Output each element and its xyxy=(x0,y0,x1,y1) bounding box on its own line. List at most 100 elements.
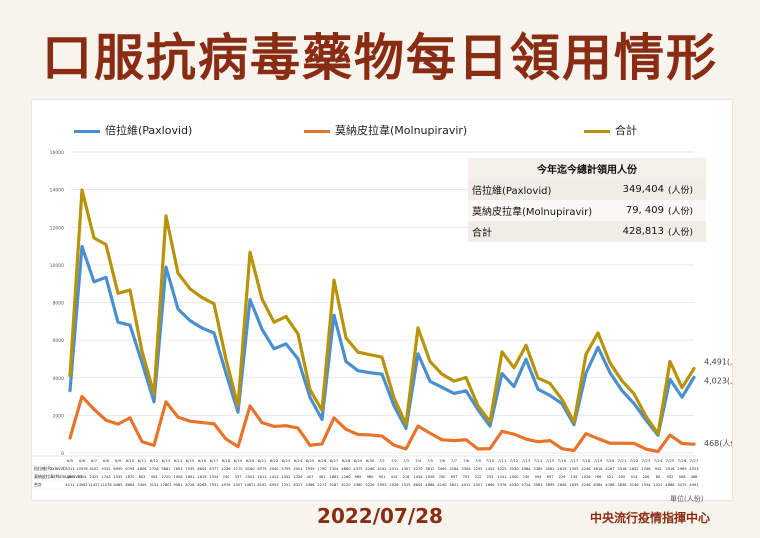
data-point-1 xyxy=(308,443,312,447)
data-point-0 xyxy=(296,357,300,361)
x-tick-label: 7/8 xyxy=(463,458,470,463)
table-cell: 5724 xyxy=(521,483,531,487)
table-cell: 3490 xyxy=(437,467,447,471)
data-point-2 xyxy=(236,404,240,408)
table-cell: 3699 xyxy=(545,483,555,487)
data-point-1 xyxy=(224,437,228,441)
table-cell: 6950 xyxy=(113,467,123,471)
table-cell: 5799 xyxy=(281,467,291,471)
x-tick-label: 7/20 xyxy=(606,458,615,463)
data-point-0 xyxy=(620,389,624,392)
x-tick-label: 7/25 xyxy=(666,458,675,463)
summary-header-row: 今年迄今總計領用人份 xyxy=(468,158,706,179)
data-point-2 xyxy=(296,332,300,336)
table-cell: 594 xyxy=(535,475,543,479)
table-cell: 1433 xyxy=(485,467,494,471)
x-tick-label: 6/22 xyxy=(270,458,279,463)
table-cell: 2959 xyxy=(305,467,315,471)
table-cell: 11427 xyxy=(88,483,99,487)
table-cell: 468 xyxy=(691,475,699,479)
x-tick-label: 7/21 xyxy=(618,458,627,463)
table-cell: 1908 xyxy=(173,475,183,479)
data-point-2 xyxy=(92,236,96,240)
data-point-1 xyxy=(656,450,660,453)
x-tick-label: 7/12 xyxy=(510,458,519,463)
data-point-2 xyxy=(656,432,660,436)
table-cell: 10671 xyxy=(244,483,255,487)
table-cell: 4375 xyxy=(353,467,362,471)
data-point-0 xyxy=(224,371,228,375)
legend-swatch-total xyxy=(584,129,610,133)
data-point-0 xyxy=(236,410,240,414)
table-cell: 657 xyxy=(451,475,458,479)
summary-row: 合計 428,813 (人份) xyxy=(468,221,706,242)
data-point-0 xyxy=(500,372,504,375)
data-point-2 xyxy=(140,349,144,353)
x-tick-label: 6/12 xyxy=(150,458,159,463)
data-point-1 xyxy=(452,439,456,443)
y-tick-label: 6000 xyxy=(53,338,65,344)
table-cell: 212 xyxy=(475,475,482,479)
x-tick-label: 6/20 xyxy=(246,458,255,463)
legend-item-paxlovid: 倍拉維(Paxlovid) xyxy=(74,122,192,138)
table-cell: 5270 xyxy=(413,467,423,471)
table-cell: 8160 xyxy=(245,467,255,471)
table-cell: 1619 xyxy=(197,475,207,479)
data-point-1 xyxy=(368,433,372,437)
data-point-0 xyxy=(488,424,492,428)
data-point-2 xyxy=(668,360,672,363)
data-point-1 xyxy=(140,440,144,444)
data-point-2 xyxy=(212,302,216,306)
table-cell: 407 xyxy=(307,475,314,479)
table-cell: 218 xyxy=(403,475,411,479)
x-tick-label: 6/26 xyxy=(318,458,327,463)
table-cell: 1434 xyxy=(413,475,423,479)
table-cell: 3916 xyxy=(665,467,675,471)
table-cell: 7035 xyxy=(185,467,194,471)
x-tick-label: 6/28 xyxy=(342,458,351,463)
data-point-1 xyxy=(200,421,204,424)
data-point-0 xyxy=(272,347,276,351)
table-cell: 4267 xyxy=(605,467,614,471)
y-tick-label: 8000 xyxy=(53,301,65,307)
table-cell: 3366 xyxy=(305,483,315,487)
end-label: 468(人份) xyxy=(704,438,732,448)
data-point-0 xyxy=(140,361,144,364)
x-tick-label: 7/27 xyxy=(690,458,699,463)
end-label: 4,023(人份) xyxy=(704,375,732,385)
table-cell: 740 xyxy=(523,475,531,479)
summary-value: 349,404 xyxy=(612,179,668,200)
table-cell: 952 xyxy=(667,475,674,479)
data-point-0 xyxy=(512,385,516,388)
table-cell: 7653 xyxy=(173,467,182,471)
table-cell: 1954 xyxy=(641,483,651,487)
table-cell: 2325 xyxy=(89,475,98,479)
data-point-1 xyxy=(80,395,84,398)
table-cell: 657 xyxy=(547,475,554,479)
x-tick-label: 7/17 xyxy=(570,458,579,463)
table-cell: 603 xyxy=(139,475,146,479)
table-cell: 3313 xyxy=(65,467,74,471)
table-cell: 4225 xyxy=(497,467,506,471)
table-cell: 337 xyxy=(235,475,242,479)
table-cell: 3812 xyxy=(425,467,434,471)
table-cell: 12601 xyxy=(160,483,171,487)
x-tick-label: 6/17 xyxy=(210,458,219,463)
data-point-0 xyxy=(416,352,420,356)
date-label: 2022/07/28 xyxy=(317,504,443,528)
y-tick-label: 16000 xyxy=(50,150,64,156)
table-cell: 1022 xyxy=(653,483,662,487)
table-cell: 9881 xyxy=(161,467,170,471)
table-cell: 3530 xyxy=(509,467,519,471)
data-point-1 xyxy=(680,442,684,445)
data-point-0 xyxy=(164,265,168,269)
table-cell: 2926 xyxy=(389,483,399,487)
table-cell: 700 xyxy=(439,475,447,479)
data-point-2 xyxy=(152,392,156,396)
data-point-1 xyxy=(104,418,108,422)
data-point-2 xyxy=(692,367,696,370)
table-cell: 3062 xyxy=(545,467,554,471)
table-cell: 2720 xyxy=(161,475,171,479)
table-cell: 9335 xyxy=(101,467,110,471)
table-cell: 4246 xyxy=(581,467,591,471)
